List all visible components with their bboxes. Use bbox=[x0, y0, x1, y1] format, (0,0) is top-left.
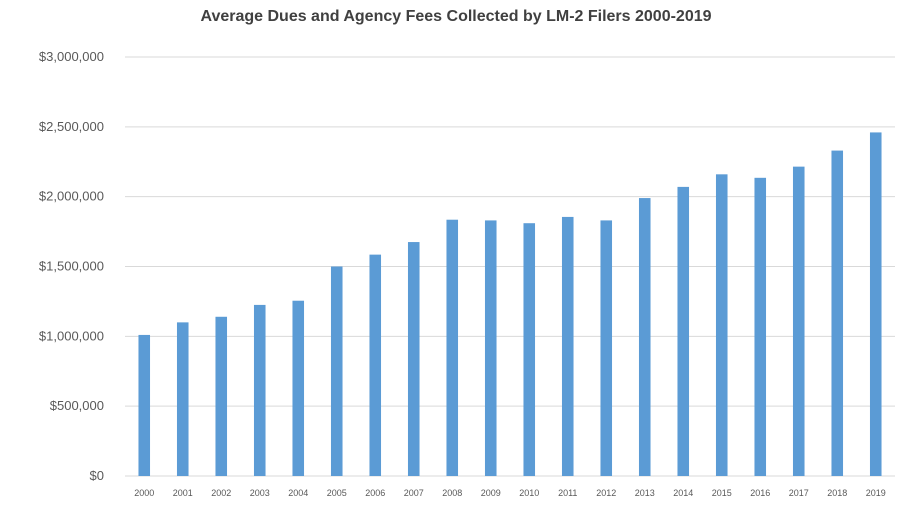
bar-2001 bbox=[176, 322, 189, 476]
bar-2009 bbox=[484, 220, 497, 476]
y-tick-label: $500,000 bbox=[50, 398, 104, 413]
y-tick-label: $1,500,000 bbox=[39, 259, 104, 274]
x-tick-label: 2019 bbox=[866, 488, 886, 498]
x-tick-label: 2002 bbox=[211, 488, 231, 498]
chart-title: Average Dues and Agency Fees Collected b… bbox=[200, 8, 712, 25]
bar-2018 bbox=[831, 150, 844, 476]
x-tick-label: 2012 bbox=[596, 488, 616, 498]
x-tick-label: 2003 bbox=[250, 488, 270, 498]
bar-2013 bbox=[638, 198, 651, 476]
x-tick-label: 2011 bbox=[558, 488, 577, 498]
bar-2006 bbox=[369, 254, 382, 476]
y-tick-label: $2,000,000 bbox=[39, 189, 104, 204]
y-tick-label: $3,000,000 bbox=[39, 49, 104, 64]
x-tick-label: 2005 bbox=[327, 488, 347, 498]
y-tick-label: $1,000,000 bbox=[39, 328, 104, 343]
bar-2000 bbox=[138, 334, 151, 476]
bar-2005 bbox=[330, 266, 343, 476]
x-tick-label: 2001 bbox=[173, 488, 193, 498]
bar-2015 bbox=[715, 174, 728, 476]
x-tick-label: 2013 bbox=[635, 488, 655, 498]
x-tick-label: 2014 bbox=[673, 488, 693, 498]
bar-2019 bbox=[869, 132, 882, 477]
bar-2016 bbox=[754, 177, 767, 477]
bar-2003 bbox=[253, 304, 266, 476]
x-tick-label: 2007 bbox=[404, 488, 424, 498]
x-tick-label: 2015 bbox=[712, 488, 732, 498]
y-tick-label: $2,500,000 bbox=[39, 119, 104, 134]
bar-2014 bbox=[677, 186, 690, 476]
x-tick-label: 2017 bbox=[789, 488, 809, 498]
bar-2017 bbox=[792, 166, 805, 476]
x-tick-label: 2006 bbox=[365, 488, 385, 498]
x-tick-label: 2016 bbox=[750, 488, 770, 498]
bar-2004 bbox=[292, 300, 305, 476]
bar-2010 bbox=[523, 223, 536, 476]
bar-2007 bbox=[407, 242, 420, 476]
x-tick-label: 2009 bbox=[481, 488, 501, 498]
bar-2002 bbox=[215, 316, 228, 476]
bar-2012 bbox=[600, 220, 613, 476]
x-tick-label: 2018 bbox=[827, 488, 847, 498]
x-tick-label: 2004 bbox=[288, 488, 308, 498]
x-tick-label: 2010 bbox=[519, 488, 539, 498]
bar-2008 bbox=[446, 219, 459, 476]
x-tick-label: 2008 bbox=[442, 488, 462, 498]
y-tick-label: $0 bbox=[90, 468, 104, 483]
bar-2011 bbox=[561, 216, 574, 476]
x-tick-label: 2000 bbox=[134, 488, 154, 498]
